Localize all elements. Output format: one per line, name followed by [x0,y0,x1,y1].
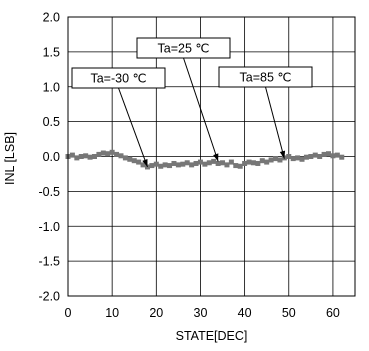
data-point [224,162,230,168]
data-point [268,157,274,163]
data-point [140,162,146,168]
data-point [317,154,323,159]
annotation-box [136,37,231,59]
data-point [171,160,177,166]
annotation-leader [118,87,148,168]
data-point [330,153,336,159]
data-point [109,149,115,155]
annotation-leader [183,57,219,162]
data-point [96,151,102,157]
data-point [153,161,159,167]
data-point [242,160,248,166]
data-point [299,156,305,162]
data-point [189,162,195,168]
x-tick-label: 10 [105,306,119,320]
data-point [197,159,203,165]
y-tick-label: 1.0 [43,80,60,94]
data-point [211,158,217,164]
y-tick-label: 2.0 [43,11,60,25]
data-point [312,152,318,158]
y-tick-label: -0.5 [38,185,60,199]
annotation-label: Ta=-30 ℃ [90,72,146,86]
y-tick-label: 0.0 [43,150,60,164]
data-point [100,150,106,156]
data-point [202,161,208,167]
data-point [131,158,137,164]
data-point [114,151,120,157]
y-tick-label: 0.5 [43,115,60,129]
data-point [175,162,181,168]
data-point [228,159,234,165]
annotation-box [218,66,313,88]
x-tick-label: 50 [282,306,296,320]
data-point [286,154,292,159]
data-point [118,153,124,159]
x-tick-label: 60 [326,306,340,320]
annotation-label: Ta=25 ℃ [158,42,210,56]
annotations: Ta=-30 ℃ Ta=25 ℃ Ta=85 ℃ [71,37,313,168]
data-point [149,163,155,169]
annotation-label: Ta=85 ℃ [240,71,292,85]
data-point [255,160,261,166]
data-point [326,151,332,157]
x-tick-label: 30 [194,306,208,320]
data-point [308,154,314,159]
data-point [180,161,186,167]
data-point [246,159,252,165]
data-point [105,151,111,157]
plot-frame [67,16,356,297]
annotation-arrowhead [279,150,286,159]
x-tick-label: 20 [149,306,163,320]
y-tick-label: -1.0 [38,220,60,234]
data-point [334,152,340,158]
data-point [78,154,84,159]
y-tick-label: 1.5 [43,45,60,59]
tick-labels: 0 10 20 30 40 50 60 2.0 1.5 1.0 0.5 0.0 -0.5 -1.0 -1.5… [38,11,339,321]
data-point [273,156,279,162]
data-point [127,156,133,162]
data-point [295,155,301,161]
data-point [193,160,199,166]
data-point [83,153,89,159]
data-point [136,159,142,165]
annotation-box [71,67,166,89]
data-point [264,159,270,165]
data-point [259,158,265,164]
data-point [339,154,345,160]
data-point [290,156,296,162]
x-axis-label: STATE[DEC] [176,329,248,343]
data-point [122,155,128,161]
data-point [91,154,97,159]
data-point [220,160,226,166]
data-series [65,149,345,170]
annotation-leader [265,86,285,159]
data-point [184,160,190,166]
y-axis-label: INL [LSB] [3,132,17,185]
data-point [277,157,283,163]
data-point [303,154,309,160]
annotation-arrowhead [142,158,148,167]
data-point [69,152,75,158]
data-point [74,155,80,161]
data-point [167,163,173,169]
data-point [87,154,93,160]
data-point [206,160,212,166]
data-point [237,163,243,169]
data-point [321,151,327,157]
data-point [250,160,256,166]
data-point [158,163,164,169]
data-point [162,162,168,168]
y-tick-label: -2.0 [38,290,60,304]
x-tick-label: 40 [238,306,252,320]
y-tick-label: -1.5 [38,255,60,269]
annotation-arrowhead [213,153,219,162]
data-point [215,160,221,166]
x-tick-label: 0 [65,306,72,320]
data-point [233,163,239,169]
